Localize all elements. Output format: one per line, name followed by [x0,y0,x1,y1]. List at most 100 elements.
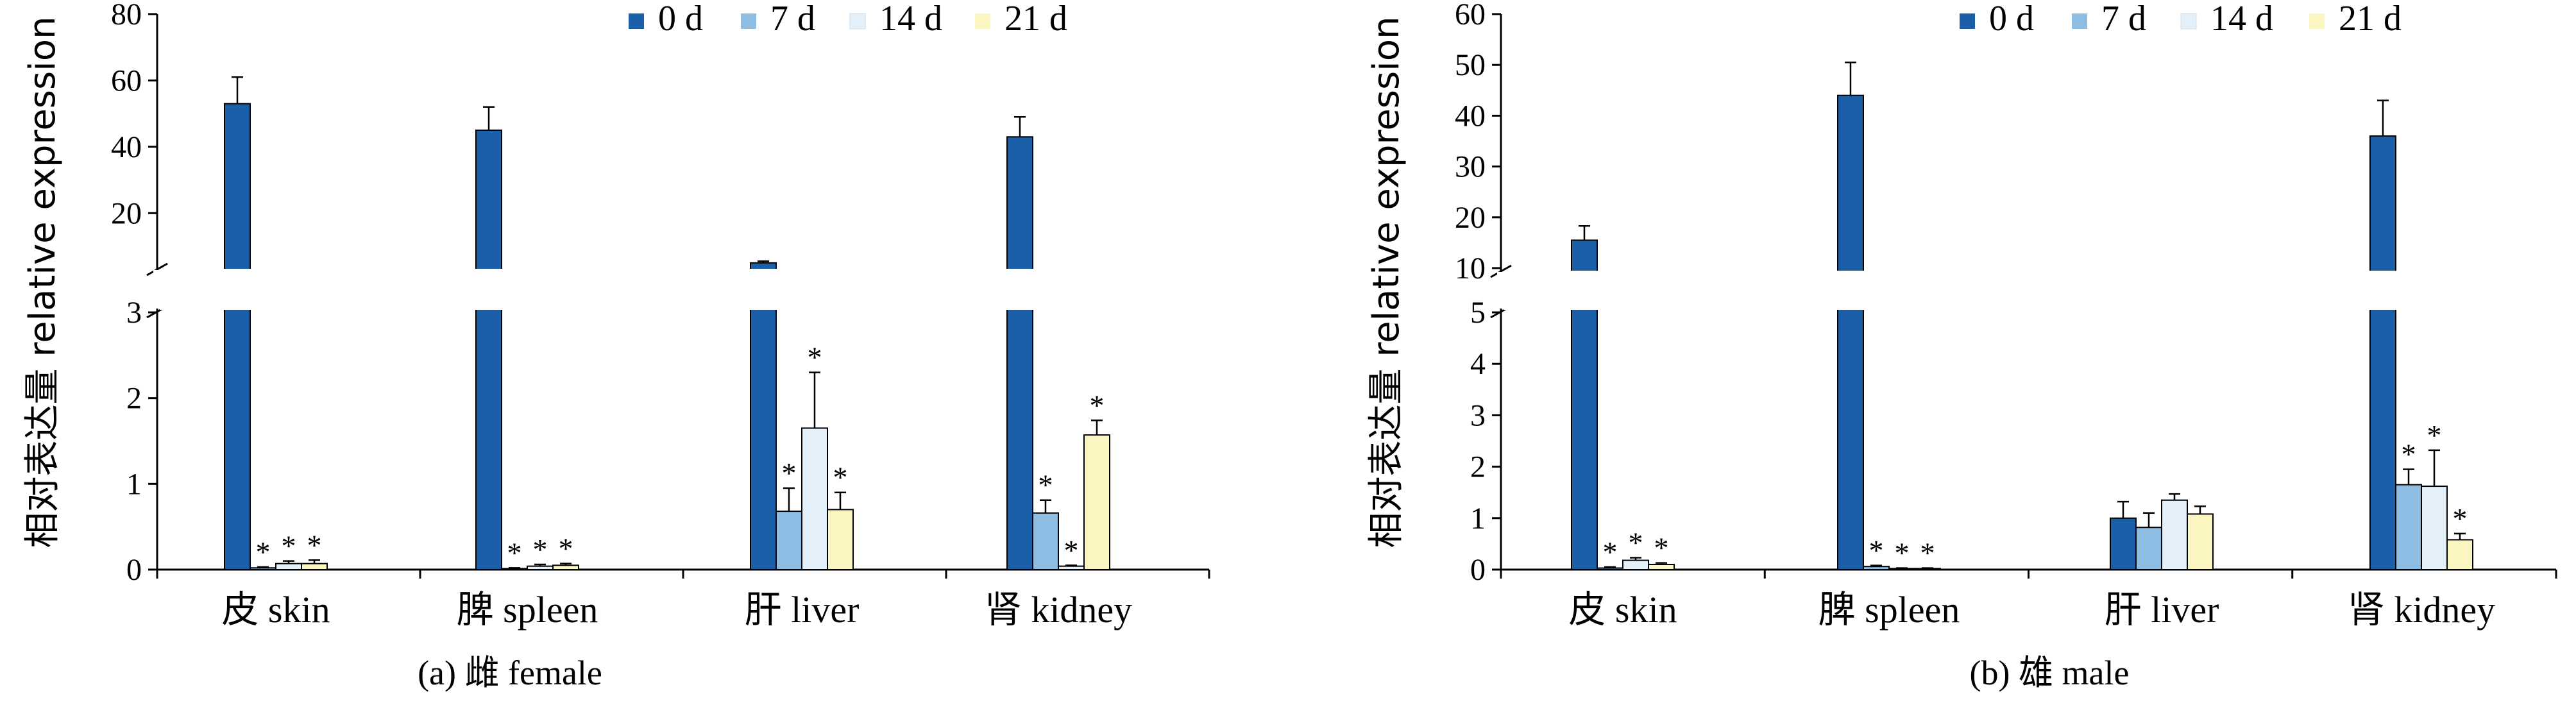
legend-label: 14 d [2210,0,2273,38]
legend-label: 21 d [2339,0,2402,38]
significance-marker: * [533,533,548,566]
legend-label: 21 d [1004,0,1067,38]
bar-21d-0 [301,563,328,570]
chart-panel-b: 0 1 2 3 4 5 10 20 30 40 50 60 * * * * * * * * * 皮 skin 脾 splee… [1366,0,2559,692]
category-label: 肾 kidney [985,589,1132,631]
y-tick-label: 30 [1455,150,1486,184]
significance-marker: * [507,536,522,569]
y-tick-label: 3 [1470,398,1486,432]
y-tick-label: 80 [111,0,142,31]
significance-marker: * [833,461,848,494]
bar-21d-3 [1083,434,1110,570]
bar-14d-2 [801,427,828,571]
y-tick-label: 3 [126,296,142,330]
bar-21d-0 [1648,563,1675,570]
y-tick-label: 1 [126,467,142,501]
y-axis-label: 相对表达量 relative expression [1366,17,1407,548]
legend-label: 7 d [770,0,815,38]
bar-14d-3 [1058,565,1085,570]
bar-0d-3 [1006,136,1033,571]
bar-14d-0 [1622,559,1649,571]
y-axis-label: 相对表达量 relative expression [22,17,64,548]
bar-14d-3 [2421,486,2448,570]
y-tick-label: 1 [1470,502,1486,536]
significance-marker: * [1064,534,1079,566]
legend-swatch [975,13,990,29]
category-label: 肾 kidney [2348,589,2495,631]
legend-label: 7 d [2101,0,2146,38]
chart-panel-a: 0 1 2 3 20 40 60 80 * * * * * * * * * * * * 皮 skin 脾 spleen 肝 … [22,0,1212,692]
bar-7d-2 [775,511,802,571]
bar-0d-3 [2369,135,2396,570]
category-label: 肝 liver [745,589,860,631]
legend-swatch [741,13,756,29]
legend-swatch [629,13,644,29]
legend-swatch [1960,13,1975,29]
bar-0d-1 [475,129,502,571]
bar-21d-2 [827,509,854,571]
bar-0d-2 [2110,517,2137,570]
category-label: 皮 skin [221,589,330,631]
legend-swatch [2309,13,2325,29]
significance-marker: * [1920,537,1935,570]
bar-7d-3 [2395,484,2422,570]
bar-0d-0 [224,103,251,571]
significance-marker: * [1895,537,1910,570]
y-tick-label: 10 [1455,251,1486,285]
significance-marker: * [1090,389,1105,421]
bar-21d-3 [2446,539,2473,571]
bar-0d-1 [1837,94,1864,571]
bar-7d-1 [1863,566,1890,570]
axis-break-mark [146,262,168,276]
bar-0d-2 [750,262,777,570]
y-tick-label: 60 [111,64,142,97]
legend-label: 0 d [1989,0,2034,38]
significance-marker: * [808,341,822,374]
significance-marker: * [1038,469,1053,502]
legend-swatch [2180,13,2197,30]
category-label: 脾 spleen [457,589,598,631]
y-tick-label: 60 [1455,0,1486,31]
axis-break-gap [160,269,1212,310]
category-label: 皮 skin [1568,589,1677,631]
significance-marker: * [2427,419,2442,452]
bar-14d-1 [527,565,554,570]
category-label: 脾 spleen [1818,589,1960,631]
significance-marker: * [307,529,322,561]
y-tick-label: 2 [126,382,142,416]
significance-marker: * [2453,502,2468,535]
y-tick-label: 20 [1455,201,1486,235]
legend-label: 14 d [879,0,942,38]
significance-marker: * [1654,532,1669,564]
axis-break-notch [153,270,161,309]
significance-marker: * [1603,536,1618,568]
significance-marker: * [559,532,573,565]
significance-marker: * [1629,527,1643,559]
y-tick-label: 0 [126,553,142,587]
bar-14d-2 [2161,499,2188,570]
bar-7d-3 [1032,512,1059,571]
y-tick-label: 5 [1470,296,1486,330]
bar-21d-1 [552,564,579,570]
significance-marker: * [782,457,797,489]
y-tick-label: 20 [111,196,142,230]
significance-marker: * [282,530,296,563]
y-tick-label: 0 [1470,553,1486,587]
bar-21d-2 [2187,513,2214,570]
significance-marker: * [2402,438,2416,471]
axis-break-mark [1490,264,1512,278]
panel-caption: (a) 雌 female [418,654,602,692]
bar-14d-0 [275,563,302,570]
y-tick-label: 4 [1470,347,1486,381]
legend-label: 0 d [658,0,703,38]
axis-break-gap [1504,271,2559,310]
legend-swatch [849,13,866,30]
significance-marker: * [256,536,271,568]
y-tick-label: 40 [111,130,142,164]
axis-break-notch [1497,272,1505,309]
bar-7d-2 [2135,527,2162,571]
significance-marker: * [1869,534,1884,567]
panel-caption: (b) 雄 male [1970,654,2130,692]
